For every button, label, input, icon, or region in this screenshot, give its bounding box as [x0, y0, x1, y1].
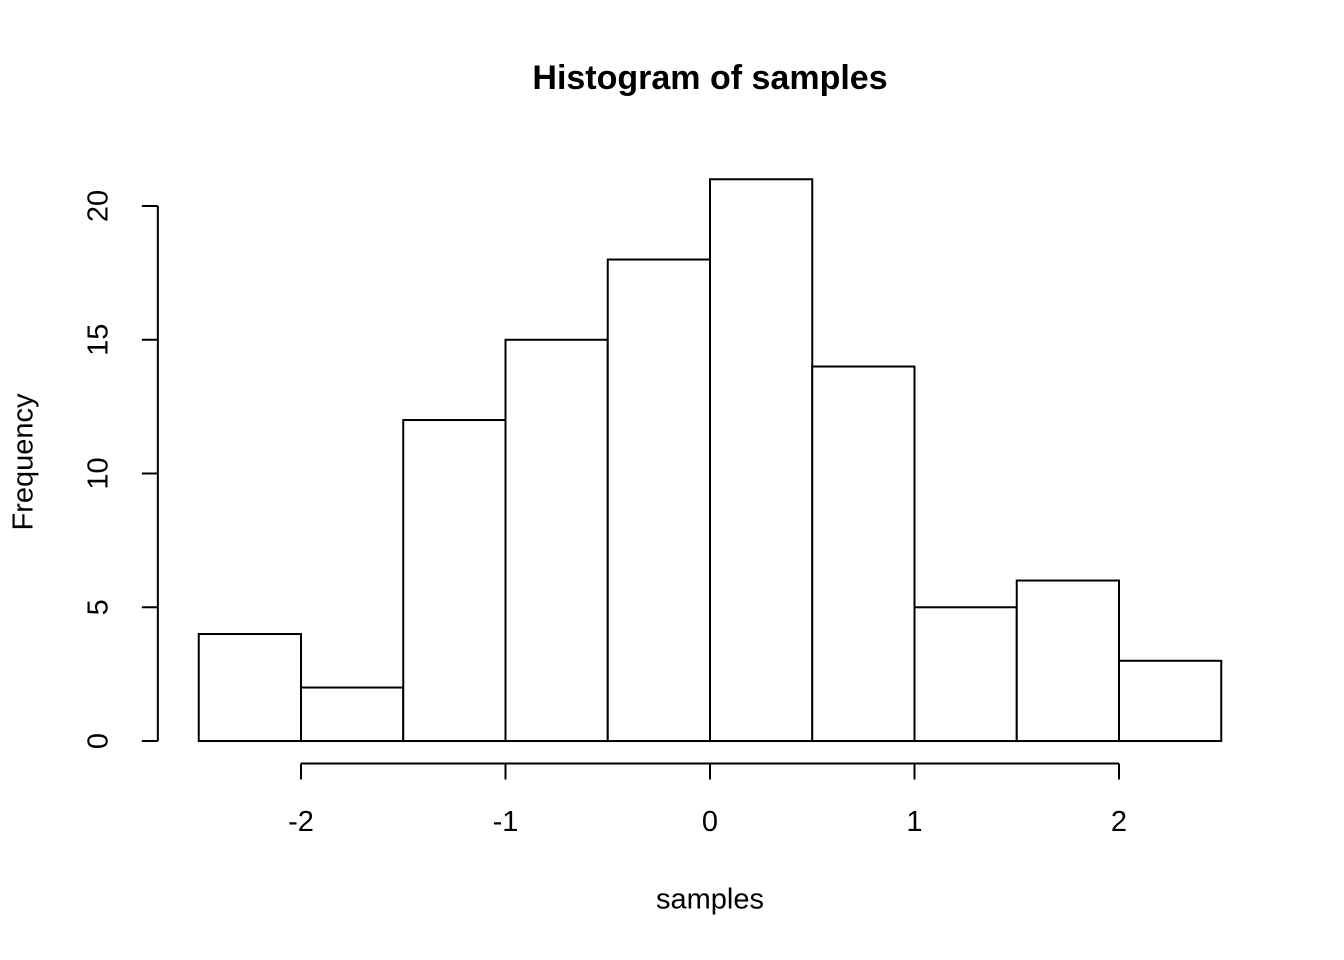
bar: [1118, 659, 1223, 743]
bar: [811, 365, 916, 743]
y-axis-label: Frequency: [8, 393, 40, 531]
x-tick-label: 2: [1111, 806, 1127, 838]
x-axis-label: samples: [656, 884, 764, 916]
y-tick-label: 20: [83, 190, 115, 222]
chart-title: Histogram of samples: [532, 59, 887, 97]
bar: [402, 419, 507, 743]
bar: [709, 178, 814, 743]
y-tick-label: 0: [83, 733, 115, 749]
y-tick-label: 10: [83, 457, 115, 489]
bar: [197, 633, 302, 743]
x-tick-label: 0: [702, 806, 718, 838]
y-tick-label: 5: [83, 599, 115, 615]
bar: [504, 338, 609, 743]
x-tick-label: -2: [288, 806, 314, 838]
bar: [1015, 579, 1120, 743]
bar: [606, 258, 711, 743]
x-tick-label: 1: [906, 806, 922, 838]
x-tick-label: -1: [493, 806, 519, 838]
bar: [300, 686, 405, 743]
y-tick-label: 15: [83, 324, 115, 356]
bar: [913, 606, 1018, 743]
